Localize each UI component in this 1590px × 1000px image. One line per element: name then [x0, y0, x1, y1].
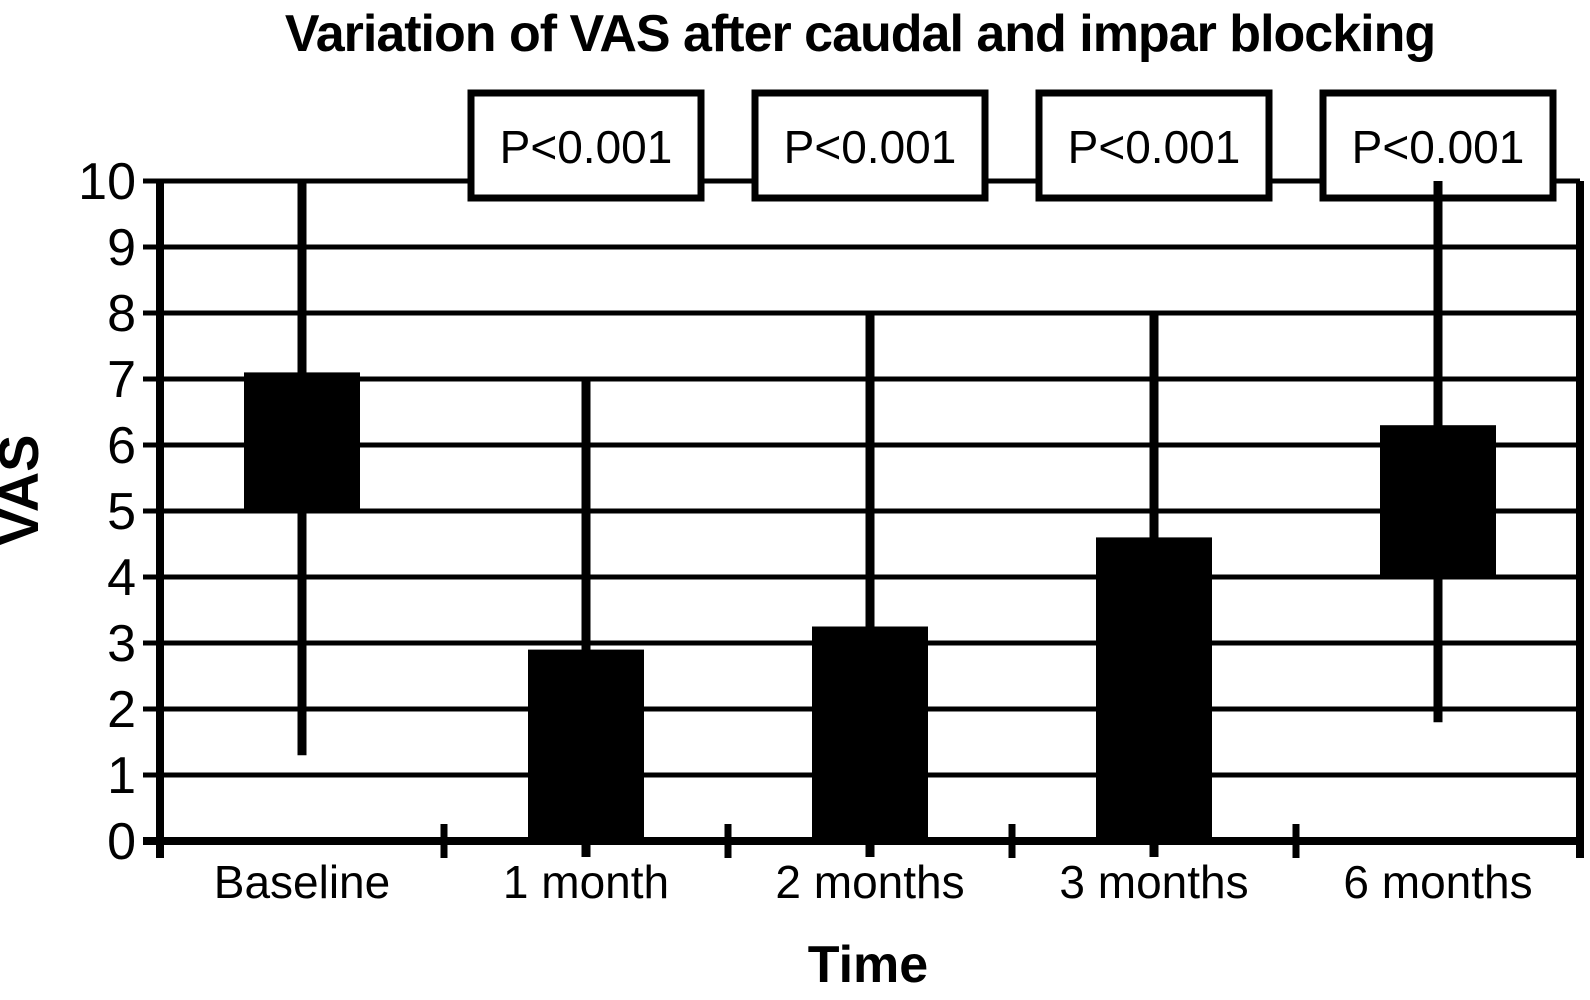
p-value-label: P<0.001 [1352, 121, 1525, 173]
p-value-label: P<0.001 [1068, 121, 1241, 173]
x-category-label: 1 month [503, 856, 669, 908]
p-value-label: P<0.001 [784, 121, 957, 173]
y-tick-label: 2 [107, 681, 136, 739]
y-tick-label: 9 [107, 219, 136, 277]
y-tick-label: 7 [107, 351, 136, 409]
vas-bar [528, 649, 644, 841]
y-tick-label: 10 [78, 153, 136, 211]
vas-bar [812, 626, 928, 841]
p-value-box [751, 89, 989, 202]
x-category-label: 2 months [775, 856, 964, 908]
y-tick-label: 3 [107, 615, 136, 673]
y-axis-label: VAS [0, 435, 50, 546]
y-tick-label: 5 [107, 483, 136, 541]
p-value-box [1035, 89, 1273, 202]
y-tick-label: 1 [107, 747, 136, 805]
x-category-label: Baseline [214, 856, 390, 908]
p-value-box [467, 89, 705, 202]
y-tick-label: 4 [107, 549, 136, 607]
y-tick-label: 0 [107, 813, 136, 871]
y-tick-label: 6 [107, 417, 136, 475]
x-category-label: 6 months [1343, 856, 1532, 908]
vas-bar [1380, 425, 1496, 577]
vas-bar [1096, 537, 1212, 841]
plot-area: 0 1 2 3 4 5 6 7 8 9 10 P<0.001 P<0.001 P<0.001 P<0.001… [78, 89, 1584, 908]
x-axis-label: Time [808, 936, 928, 994]
x-category-label: 3 months [1059, 856, 1248, 908]
chart-title: Variation of VAS after caudal and impar … [284, 5, 1436, 63]
p-value-label: P<0.001 [500, 121, 673, 173]
vas-bar [244, 372, 360, 511]
y-tick-label: 8 [107, 285, 136, 343]
